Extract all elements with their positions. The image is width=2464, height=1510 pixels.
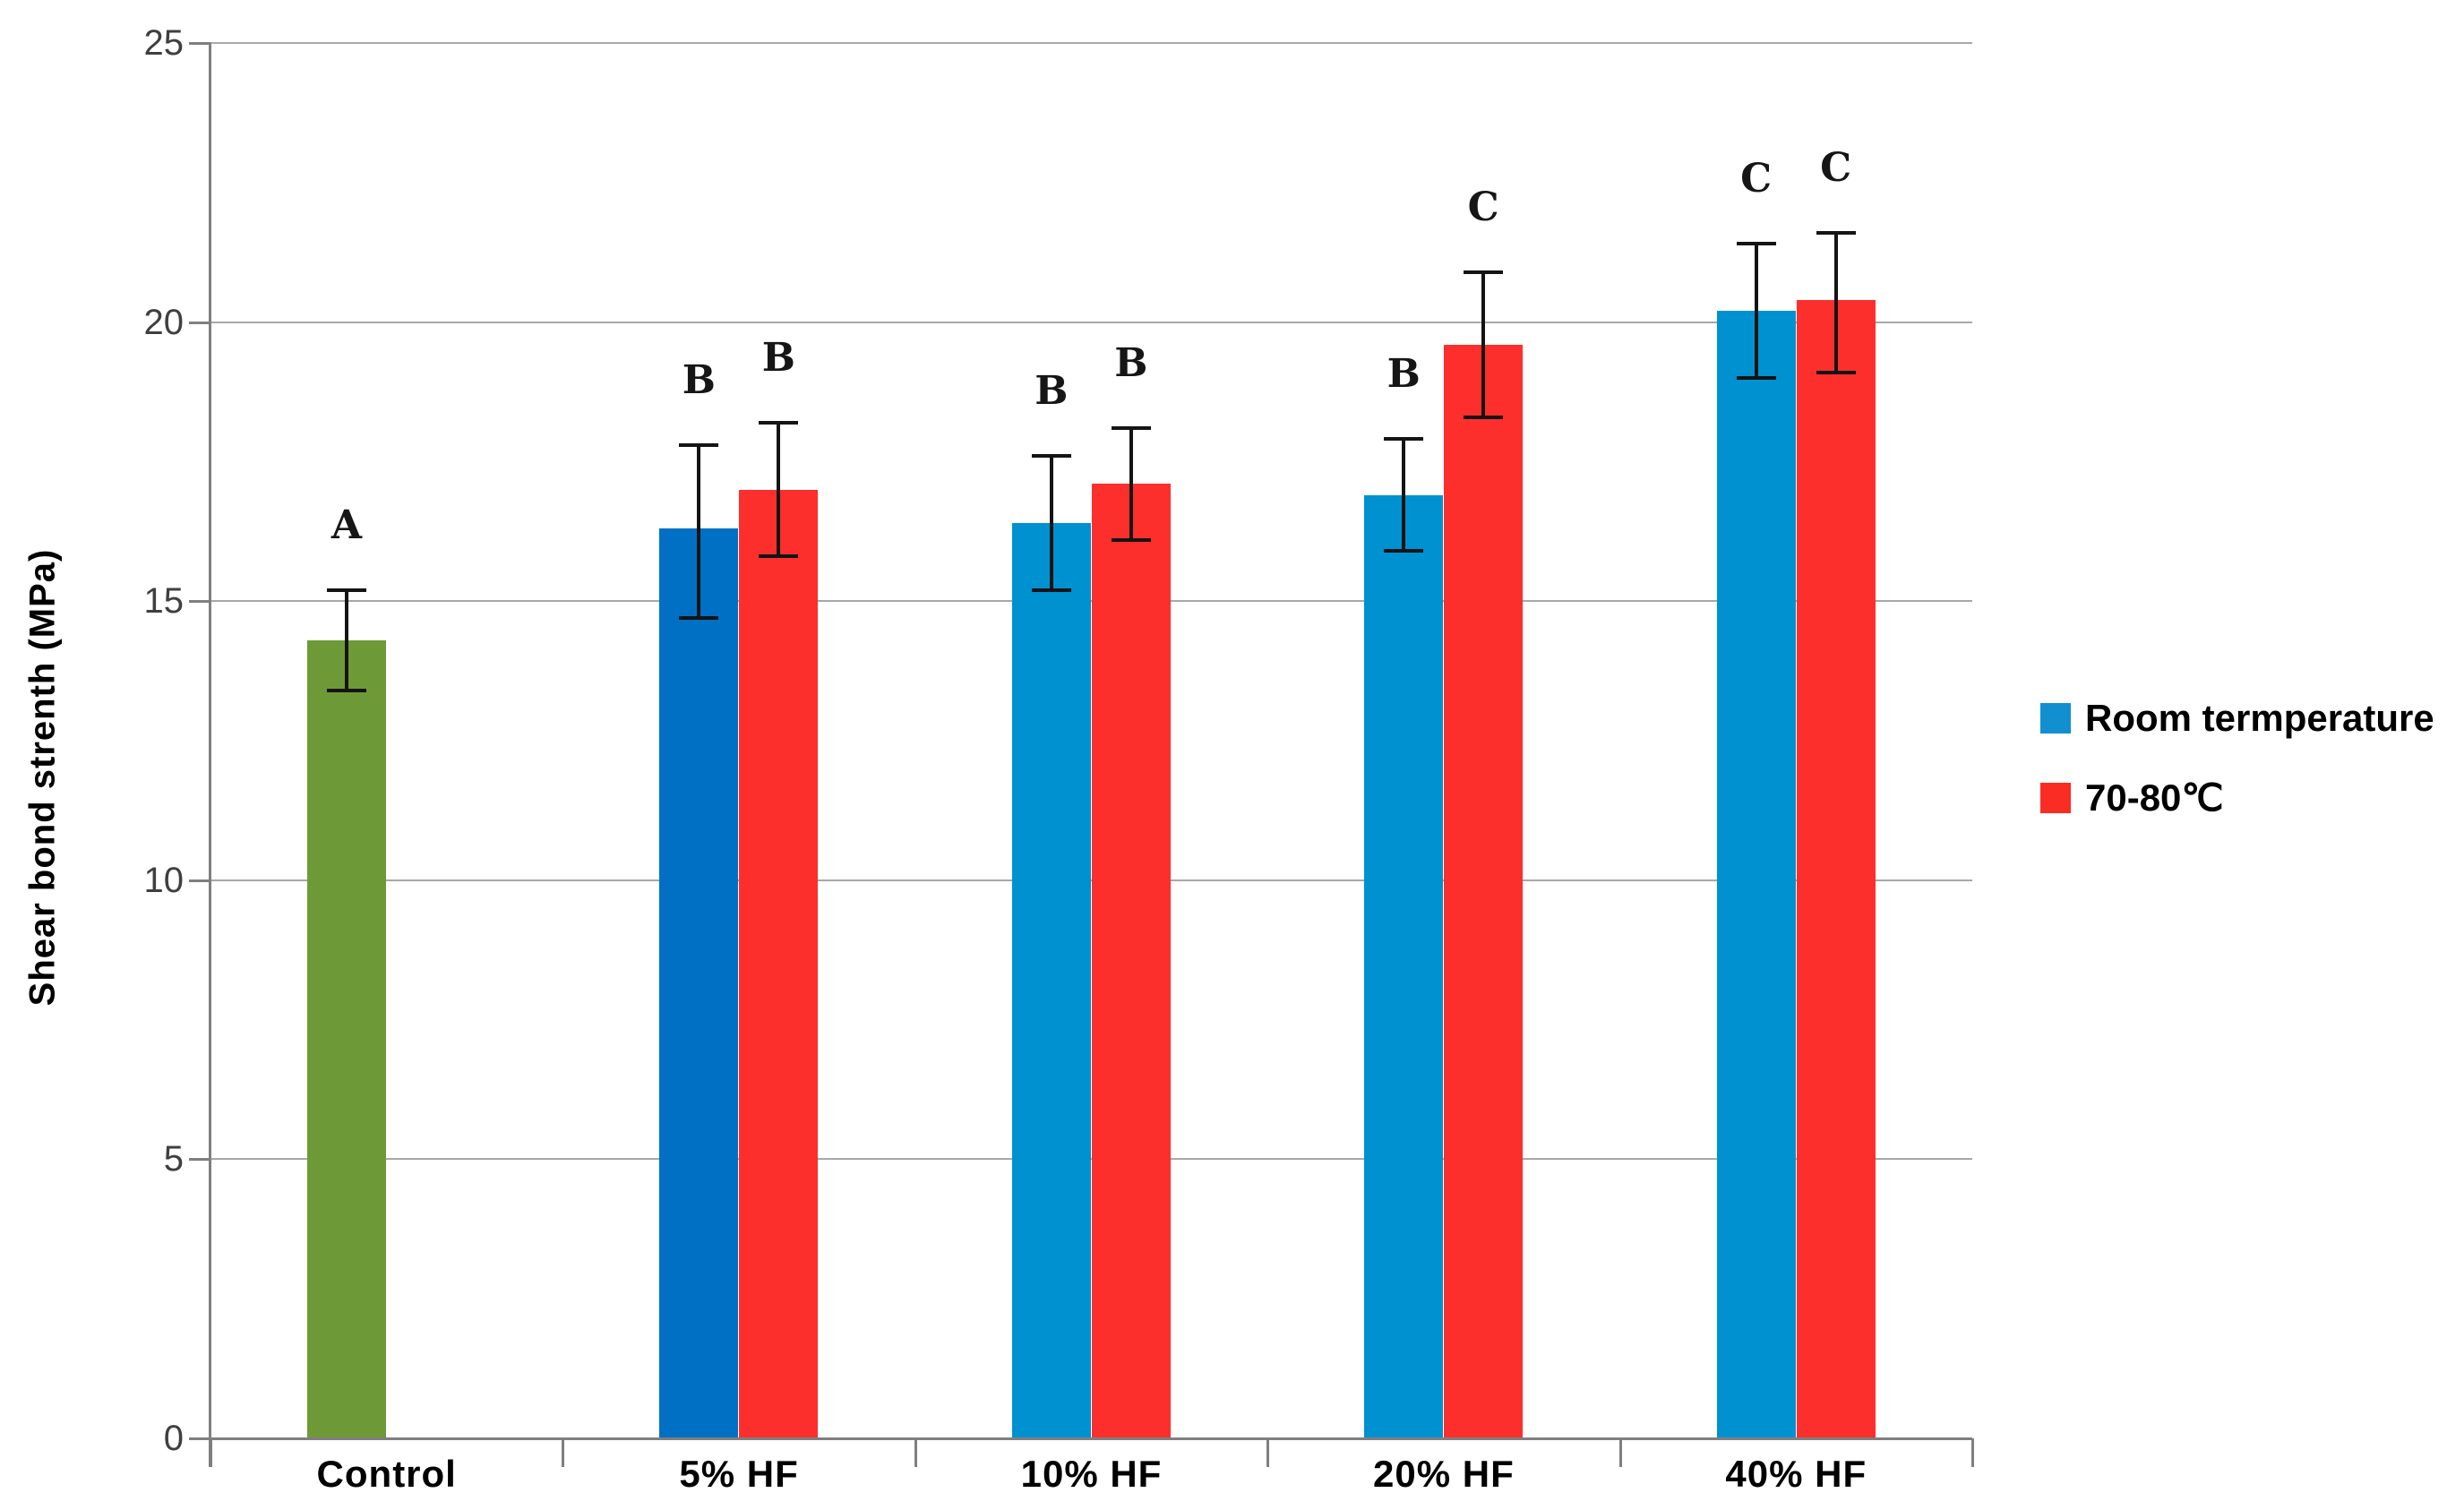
error-bar-cap-bottom (1111, 537, 1151, 542)
y-tick-label: 25 (143, 23, 185, 63)
gridline (210, 1158, 1972, 1161)
error-bar-line (1129, 428, 1133, 540)
bar (1091, 484, 1171, 1438)
significance-letter: B (1114, 340, 1148, 386)
error-bar-line (1833, 232, 1838, 373)
error-bar-cap-top (759, 420, 799, 425)
x-tick-mark (914, 1438, 917, 1467)
error-bar-cap-bottom (759, 554, 799, 559)
error-bar-cap-top (327, 588, 366, 592)
error-bar-line (1049, 456, 1053, 590)
x-tick-mark (1266, 1438, 1270, 1467)
bar (739, 489, 819, 1438)
x-category-label: Control (316, 1453, 457, 1495)
x-tick-mark (562, 1438, 565, 1467)
bar (1716, 311, 1796, 1438)
error-bar-line (777, 422, 781, 557)
y-tick-mark (189, 600, 210, 604)
significance-letter: C (1820, 144, 1852, 191)
x-category-label: 5% HF (679, 1453, 799, 1495)
error-bar-cap-top (1384, 437, 1424, 442)
legend-item: 70-80℃ (2040, 776, 2434, 819)
significance-letter: C (1467, 184, 1499, 230)
error-bar-cap-top (1816, 230, 1856, 235)
y-tick-label: 5 (163, 1139, 184, 1180)
legend-swatch-icon (2040, 782, 2071, 813)
error-bar-cap-top (679, 442, 719, 447)
y-tick-mark (189, 879, 210, 882)
significance-letter: C (1740, 156, 1773, 202)
x-category-label: 10% HF (1020, 1453, 1163, 1495)
significance-letter: B (1035, 368, 1069, 415)
gridline (210, 42, 1972, 44)
y-tick-label: 15 (143, 581, 185, 622)
x-category-label: 20% HF (1373, 1453, 1515, 1495)
error-bar-cap-top (1031, 454, 1071, 459)
legend-label: Room termperature (2085, 697, 2434, 739)
x-axis-line (210, 1437, 1972, 1440)
bar (1796, 299, 1876, 1438)
legend-item: Room termperature (2040, 697, 2434, 740)
y-tick-mark (189, 1437, 210, 1440)
error-bar-cap-top (1736, 242, 1776, 246)
error-bar-line (1754, 244, 1758, 378)
y-tick-mark (189, 1158, 210, 1162)
error-bar-cap-bottom (1736, 375, 1776, 380)
error-bar-line (345, 589, 348, 691)
bar (307, 639, 386, 1438)
error-bar-cap-bottom (1384, 549, 1424, 553)
significance-letter: A (331, 502, 363, 548)
y-tick-mark (189, 42, 210, 45)
significance-letter: B (761, 334, 795, 381)
bar (659, 528, 739, 1438)
legend-label: 70-80℃ (2085, 776, 2224, 819)
error-bar-line (697, 444, 701, 618)
error-bar-line (1402, 439, 1406, 552)
legend-swatch-icon (2040, 703, 2071, 734)
error-bar-cap-bottom (679, 615, 719, 620)
error-bar-cap-bottom (327, 688, 366, 692)
legend: Room termperature 70-80℃ (2040, 697, 2434, 819)
error-bar-line (1481, 271, 1486, 417)
y-tick-label: 20 (143, 302, 185, 342)
error-bar-cap-bottom (1031, 588, 1071, 592)
significance-letter: B (1387, 351, 1421, 398)
significance-letter: B (682, 356, 716, 403)
y-tick-label: 10 (143, 860, 185, 900)
bar (1364, 494, 1444, 1438)
error-bar-cap-bottom (1464, 415, 1504, 419)
gridline (210, 321, 1972, 323)
y-tick-label: 0 (163, 1419, 184, 1458)
gridline (210, 879, 1972, 881)
bar (1011, 522, 1091, 1438)
y-axis-line (209, 43, 211, 1467)
y-tick-mark (189, 321, 210, 324)
gridline (210, 600, 1972, 603)
x-tick-mark (1971, 1438, 1974, 1467)
error-bar-cap-top (1464, 270, 1504, 274)
error-bar-cap-top (1111, 426, 1151, 430)
x-tick-mark (1618, 1438, 1622, 1467)
error-bar-cap-bottom (1816, 370, 1856, 374)
x-category-label: 40% HF (1725, 1453, 1867, 1495)
bar (1444, 344, 1524, 1438)
